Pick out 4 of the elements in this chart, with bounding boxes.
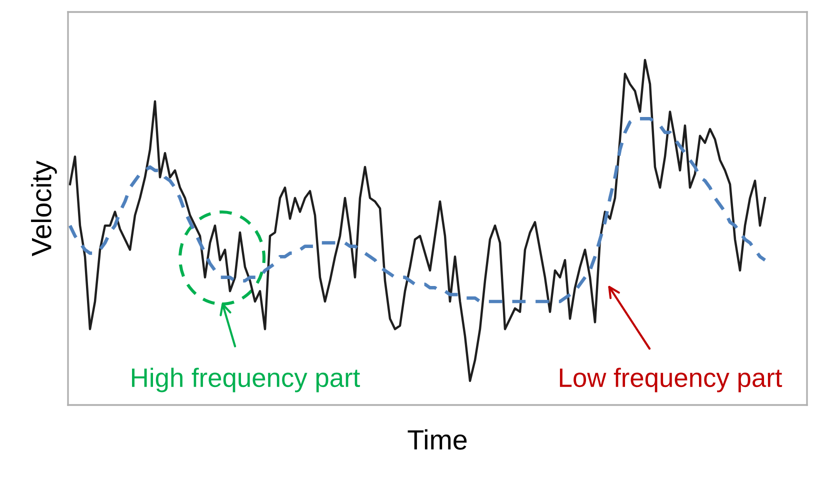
- annotation: High frequency part: [132, 368, 360, 392]
- x-axis-title: Time: [408, 429, 467, 450]
- annotation: Low frequency part: [560, 368, 782, 392]
- y-axis-title: Velocity: [30, 160, 57, 256]
